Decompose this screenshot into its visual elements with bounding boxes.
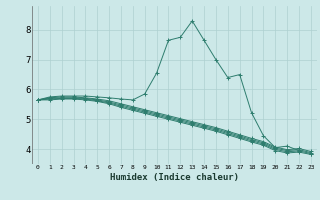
X-axis label: Humidex (Indice chaleur): Humidex (Indice chaleur) bbox=[110, 173, 239, 182]
